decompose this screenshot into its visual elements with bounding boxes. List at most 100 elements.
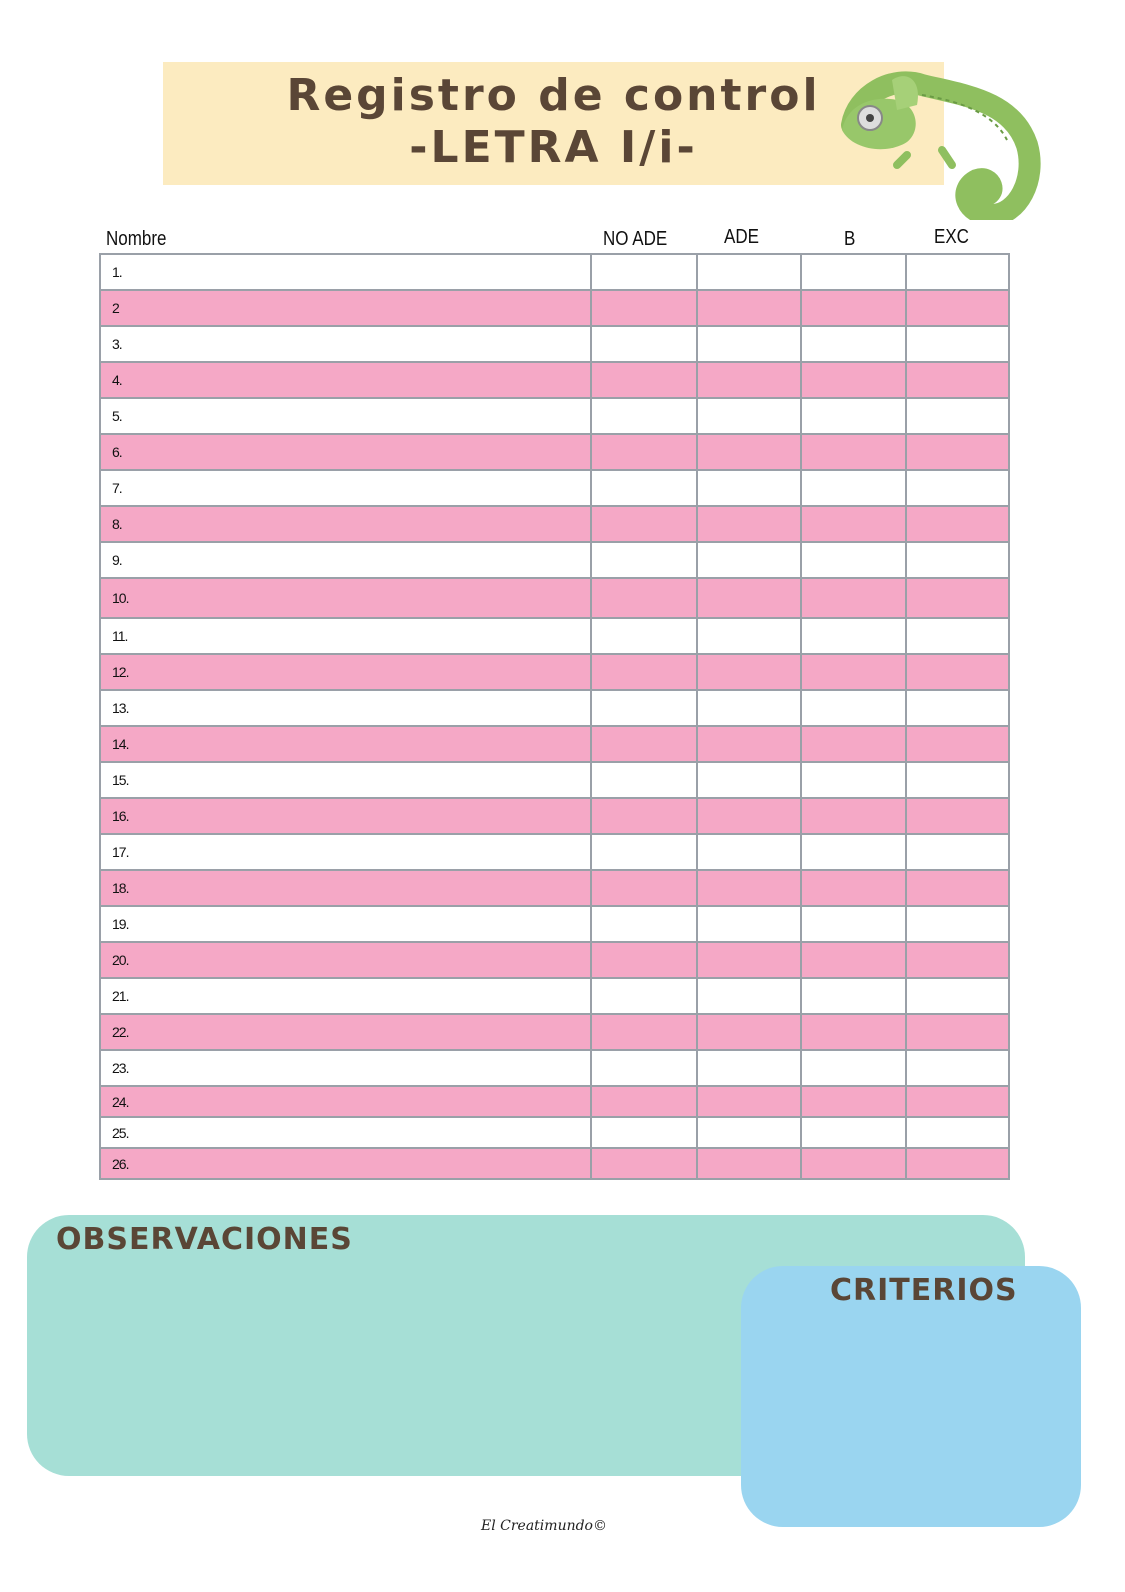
name-cell[interactable]: 1.	[99, 253, 592, 291]
grade-cell-ade[interactable]	[696, 761, 802, 799]
grade-cell-exc[interactable]	[905, 833, 1010, 871]
grade-cell-ade[interactable]	[696, 1085, 802, 1118]
grade-cell-b[interactable]	[800, 1049, 907, 1087]
grade-cell-ade[interactable]	[696, 1147, 802, 1180]
grade-cell-ade[interactable]	[696, 1049, 802, 1087]
grade-cell-b[interactable]	[800, 653, 907, 691]
name-cell[interactable]: 15.	[99, 761, 592, 799]
grade-cell-no-ade[interactable]	[590, 941, 698, 979]
name-cell[interactable]: 7.	[99, 469, 592, 507]
name-cell[interactable]: 8.	[99, 505, 592, 543]
name-cell[interactable]: 9.	[99, 541, 592, 579]
grade-cell-exc[interactable]	[905, 905, 1010, 943]
grade-cell-exc[interactable]	[905, 1013, 1010, 1051]
grade-cell-no-ade[interactable]	[590, 869, 698, 907]
grade-cell-no-ade[interactable]	[590, 761, 698, 799]
name-cell[interactable]: 24.	[99, 1085, 592, 1118]
name-cell[interactable]: 12.	[99, 653, 592, 691]
grade-cell-ade[interactable]	[696, 577, 802, 619]
name-cell[interactable]: 19.	[99, 905, 592, 943]
name-cell[interactable]: 5.	[99, 397, 592, 435]
grade-cell-no-ade[interactable]	[590, 653, 698, 691]
grade-cell-ade[interactable]	[696, 397, 802, 435]
name-cell[interactable]: 18.	[99, 869, 592, 907]
grade-cell-no-ade[interactable]	[590, 505, 698, 543]
grade-cell-no-ade[interactable]	[590, 1085, 698, 1118]
grade-cell-ade[interactable]	[696, 797, 802, 835]
grade-cell-ade[interactable]	[696, 1013, 802, 1051]
grade-cell-b[interactable]	[800, 289, 907, 327]
grade-cell-exc[interactable]	[905, 397, 1010, 435]
grade-cell-b[interactable]	[800, 1147, 907, 1180]
grade-cell-ade[interactable]	[696, 469, 802, 507]
grade-cell-exc[interactable]	[905, 797, 1010, 835]
grade-cell-no-ade[interactable]	[590, 617, 698, 655]
name-cell[interactable]: 11.	[99, 617, 592, 655]
grade-cell-no-ade[interactable]	[590, 797, 698, 835]
name-cell[interactable]: 3.	[99, 325, 592, 363]
grade-cell-no-ade[interactable]	[590, 905, 698, 943]
grade-cell-b[interactable]	[800, 1116, 907, 1149]
name-cell[interactable]: 22.	[99, 1013, 592, 1051]
grade-cell-no-ade[interactable]	[590, 833, 698, 871]
grade-cell-exc[interactable]	[905, 869, 1010, 907]
grade-cell-ade[interactable]	[696, 653, 802, 691]
grade-cell-exc[interactable]	[905, 577, 1010, 619]
name-cell[interactable]: 20.	[99, 941, 592, 979]
name-cell[interactable]: 25.	[99, 1116, 592, 1149]
grade-cell-exc[interactable]	[905, 541, 1010, 579]
name-cell[interactable]: 16.	[99, 797, 592, 835]
grade-cell-b[interactable]	[800, 541, 907, 579]
name-cell[interactable]: 2	[99, 289, 592, 327]
grade-cell-b[interactable]	[800, 433, 907, 471]
grade-cell-no-ade[interactable]	[590, 469, 698, 507]
grade-cell-no-ade[interactable]	[590, 433, 698, 471]
grade-cell-b[interactable]	[800, 469, 907, 507]
grade-cell-exc[interactable]	[905, 653, 1010, 691]
grade-cell-ade[interactable]	[696, 289, 802, 327]
grade-cell-exc[interactable]	[905, 617, 1010, 655]
grade-cell-no-ade[interactable]	[590, 361, 698, 399]
name-cell[interactable]: 26.	[99, 1147, 592, 1180]
grade-cell-no-ade[interactable]	[590, 1116, 698, 1149]
name-cell[interactable]: 6.	[99, 433, 592, 471]
name-cell[interactable]: 21.	[99, 977, 592, 1015]
grade-cell-b[interactable]	[800, 325, 907, 363]
grade-cell-exc[interactable]	[905, 433, 1010, 471]
grade-cell-b[interactable]	[800, 869, 907, 907]
grade-cell-ade[interactable]	[696, 941, 802, 979]
grade-cell-ade[interactable]	[696, 361, 802, 399]
grade-cell-b[interactable]	[800, 397, 907, 435]
grade-cell-b[interactable]	[800, 797, 907, 835]
name-cell[interactable]: 17.	[99, 833, 592, 871]
grade-cell-b[interactable]	[800, 1013, 907, 1051]
grade-cell-ade[interactable]	[696, 869, 802, 907]
grade-cell-no-ade[interactable]	[590, 1013, 698, 1051]
criterios-box[interactable]	[741, 1266, 1081, 1527]
grade-cell-b[interactable]	[800, 577, 907, 619]
grade-cell-exc[interactable]	[905, 361, 1010, 399]
grade-cell-b[interactable]	[800, 977, 907, 1015]
grade-cell-no-ade[interactable]	[590, 397, 698, 435]
grade-cell-no-ade[interactable]	[590, 1147, 698, 1180]
grade-cell-b[interactable]	[800, 617, 907, 655]
grade-cell-b[interactable]	[800, 761, 907, 799]
grade-cell-b[interactable]	[800, 1085, 907, 1118]
grade-cell-ade[interactable]	[696, 725, 802, 763]
grade-cell-b[interactable]	[800, 833, 907, 871]
grade-cell-b[interactable]	[800, 725, 907, 763]
grade-cell-no-ade[interactable]	[590, 725, 698, 763]
grade-cell-exc[interactable]	[905, 1147, 1010, 1180]
grade-cell-ade[interactable]	[696, 433, 802, 471]
grade-cell-ade[interactable]	[696, 689, 802, 727]
grade-cell-exc[interactable]	[905, 469, 1010, 507]
grade-cell-exc[interactable]	[905, 689, 1010, 727]
grade-cell-exc[interactable]	[905, 325, 1010, 363]
grade-cell-ade[interactable]	[696, 617, 802, 655]
name-cell[interactable]: 14.	[99, 725, 592, 763]
grade-cell-ade[interactable]	[696, 833, 802, 871]
grade-cell-ade[interactable]	[696, 541, 802, 579]
grade-cell-exc[interactable]	[905, 289, 1010, 327]
grade-cell-b[interactable]	[800, 905, 907, 943]
grade-cell-exc[interactable]	[905, 1116, 1010, 1149]
